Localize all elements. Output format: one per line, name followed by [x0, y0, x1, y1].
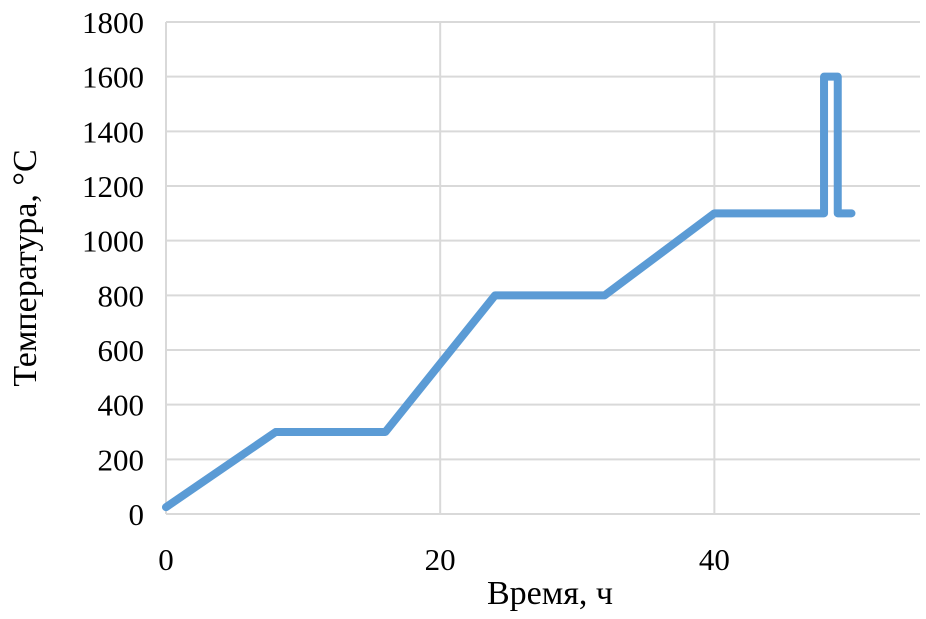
- x-tick-label: 40: [699, 542, 730, 577]
- y-axis-label: Температура, °С: [7, 149, 44, 386]
- y-tick-label: 800: [98, 278, 145, 313]
- y-tick-label: 1600: [82, 60, 144, 95]
- y-tick-label: 1400: [82, 114, 144, 149]
- y-tick-label: 200: [98, 442, 145, 477]
- y-tick-label: 600: [98, 333, 145, 368]
- x-axis-label: Время, ч: [487, 575, 613, 612]
- y-tick-label: 400: [98, 388, 145, 423]
- y-tick-label: 1800: [82, 5, 144, 40]
- x-tick-label: 20: [425, 542, 456, 577]
- y-tick-label: 1000: [82, 224, 144, 259]
- series-line: [162, 72, 856, 512]
- y-tick-label: 1200: [82, 169, 144, 204]
- y-tick-label: 0: [129, 497, 145, 532]
- x-tick-label: 0: [158, 542, 174, 577]
